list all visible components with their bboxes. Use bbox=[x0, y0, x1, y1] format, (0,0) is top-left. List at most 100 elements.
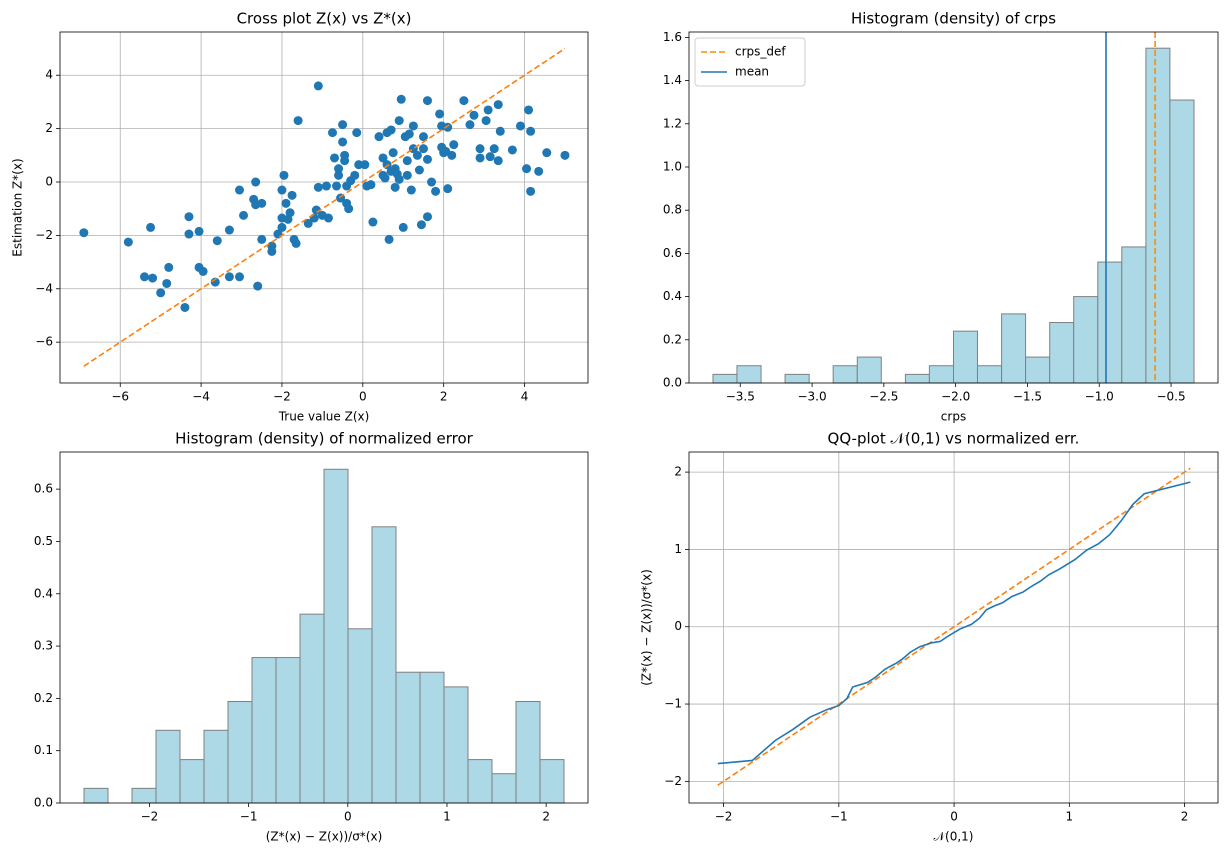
scatter-point bbox=[469, 110, 479, 120]
scatter-point bbox=[156, 288, 166, 298]
x-tick-label: −2.5 bbox=[869, 390, 898, 404]
scatter-point bbox=[475, 153, 485, 163]
scatter-point bbox=[431, 186, 441, 196]
scatter-point bbox=[483, 105, 493, 115]
scatter-point bbox=[412, 150, 422, 160]
scatter-point bbox=[277, 222, 287, 232]
y-tick-label: 0.5 bbox=[34, 534, 53, 548]
x-tick-label: −0.5 bbox=[1156, 390, 1185, 404]
y-tick-label: 0.2 bbox=[663, 332, 682, 346]
histogram-bar bbox=[1169, 99, 1195, 384]
axes-frame bbox=[59, 31, 589, 384]
histogram-bar bbox=[131, 787, 157, 804]
scatter-point bbox=[303, 218, 313, 228]
x-tick-label: −6 bbox=[111, 390, 129, 404]
scatter-point bbox=[404, 129, 414, 139]
scatter-point bbox=[352, 128, 362, 138]
x-tick-label: −2.0 bbox=[941, 390, 970, 404]
x-tick-label: 4 bbox=[521, 390, 529, 404]
chart-title: Histogram (density) of crps bbox=[851, 10, 1056, 28]
histogram-bar bbox=[395, 671, 421, 804]
y-tick-label: 2 bbox=[45, 121, 53, 135]
scatter-point bbox=[485, 152, 495, 162]
histogram-bar bbox=[904, 373, 930, 384]
scatter-point bbox=[398, 222, 408, 232]
scatter-point bbox=[313, 182, 323, 192]
scatter-point bbox=[526, 186, 536, 196]
scatter-point bbox=[542, 148, 552, 158]
scatter-point bbox=[396, 94, 406, 104]
x-axis-label: (Z*(x) − Z(x))/σ*(x) bbox=[266, 830, 383, 844]
histogram-bar bbox=[1145, 47, 1171, 384]
chart-title: Histogram (density) of normalized error bbox=[175, 430, 474, 448]
y-tick-label: 0.0 bbox=[663, 376, 682, 390]
scatter-point bbox=[350, 170, 360, 180]
scatter-point bbox=[408, 121, 418, 131]
scatter-point bbox=[447, 150, 457, 160]
y-tick-label: 1 bbox=[674, 542, 682, 556]
y-tick-label: 1.2 bbox=[663, 116, 682, 130]
scatter-point bbox=[184, 212, 194, 222]
data-line bbox=[717, 481, 1191, 765]
histogram-bar bbox=[371, 526, 397, 804]
scatter-point bbox=[414, 165, 424, 175]
scatter-point bbox=[360, 160, 370, 170]
reference-line bbox=[83, 47, 566, 367]
x-tick-label: 2 bbox=[542, 810, 550, 824]
scatter-point bbox=[366, 180, 376, 190]
subplot: −6 −4 −2 0 2 4 −6 −4 −2 0 2 4 Cross plot Z(x) vs Z*(… bbox=[11, 10, 589, 424]
histogram-bar bbox=[832, 365, 858, 384]
histogram-bar bbox=[203, 729, 229, 804]
scatter-point bbox=[277, 185, 287, 195]
scatter-point bbox=[481, 116, 491, 126]
y-tick-label: 1.0 bbox=[663, 160, 682, 174]
scatter-point bbox=[560, 150, 570, 160]
y-tick-label: 1.6 bbox=[663, 30, 682, 44]
x-axis-label: crps bbox=[941, 410, 966, 424]
histogram-bar bbox=[347, 628, 373, 804]
subplot: −2 −1 0 1 2 0.0 0.1 0.2 0.3 0.4 0.5 0.6 Histogram (d… bbox=[34, 430, 589, 844]
legend-label: crps_def bbox=[735, 45, 786, 59]
histogram-bar bbox=[83, 787, 109, 804]
subplot: −2 −1 0 1 2 −2 −1 0 1 2 QQ-plot 𝒩(0,1) vs normaliz… bbox=[640, 430, 1219, 844]
scatter-point bbox=[344, 204, 354, 214]
legend-box bbox=[694, 37, 806, 87]
histogram-bar bbox=[299, 613, 325, 804]
scatter-point bbox=[287, 190, 297, 200]
scatter-point bbox=[416, 220, 426, 230]
scatter-point bbox=[384, 234, 394, 244]
scatter-point bbox=[534, 166, 544, 176]
scatter-point bbox=[394, 174, 404, 184]
y-tick-label: 0.1 bbox=[34, 743, 53, 757]
scatter-point bbox=[79, 228, 89, 238]
scatter-point bbox=[334, 170, 344, 180]
scatter-point bbox=[522, 164, 532, 174]
histogram-bar bbox=[323, 468, 349, 804]
histogram-bar bbox=[1025, 356, 1051, 384]
scatter-point bbox=[251, 177, 261, 187]
scatter-point bbox=[443, 122, 453, 132]
scatter-point bbox=[267, 246, 277, 256]
y-axis-label: Estimation Z*(x) bbox=[11, 158, 25, 256]
scatter-point bbox=[148, 273, 158, 283]
histogram-bar bbox=[275, 657, 301, 804]
scatter-point bbox=[459, 96, 469, 106]
y-tick-label: 0.4 bbox=[34, 586, 53, 600]
y-tick-label: 0 bbox=[674, 619, 682, 633]
scatter-point bbox=[418, 132, 428, 142]
y-tick-label: 1.4 bbox=[663, 73, 682, 87]
scatter-point bbox=[224, 272, 234, 282]
histogram-bar bbox=[443, 686, 469, 804]
scatter-point bbox=[311, 205, 321, 215]
histogram-bar bbox=[419, 671, 445, 804]
scatter-point bbox=[422, 154, 432, 164]
x-tick-label: −1 bbox=[830, 810, 848, 824]
scatter-point bbox=[327, 128, 337, 138]
scatter-point bbox=[184, 229, 194, 239]
scatter-point bbox=[279, 170, 289, 180]
y-tick-label: 4 bbox=[45, 68, 53, 82]
scatter-point bbox=[194, 226, 204, 236]
scatter-point bbox=[427, 177, 437, 187]
histogram-bar bbox=[856, 356, 882, 384]
